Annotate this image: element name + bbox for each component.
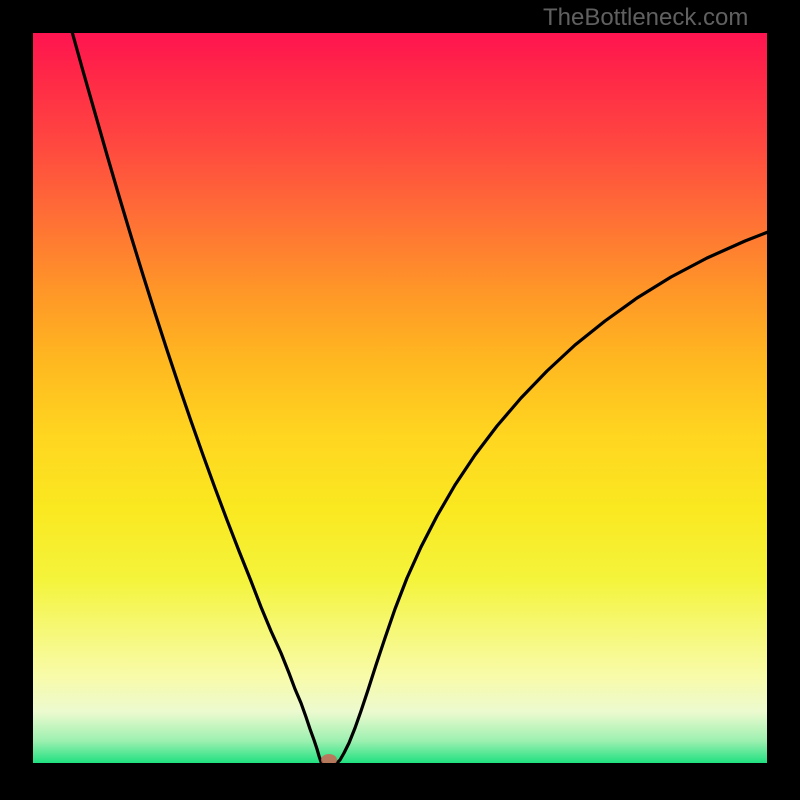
plot-area bbox=[33, 33, 767, 763]
chart-frame: TheBottleneck.com bbox=[0, 0, 800, 800]
watermark: TheBottleneck.com bbox=[543, 4, 748, 32]
